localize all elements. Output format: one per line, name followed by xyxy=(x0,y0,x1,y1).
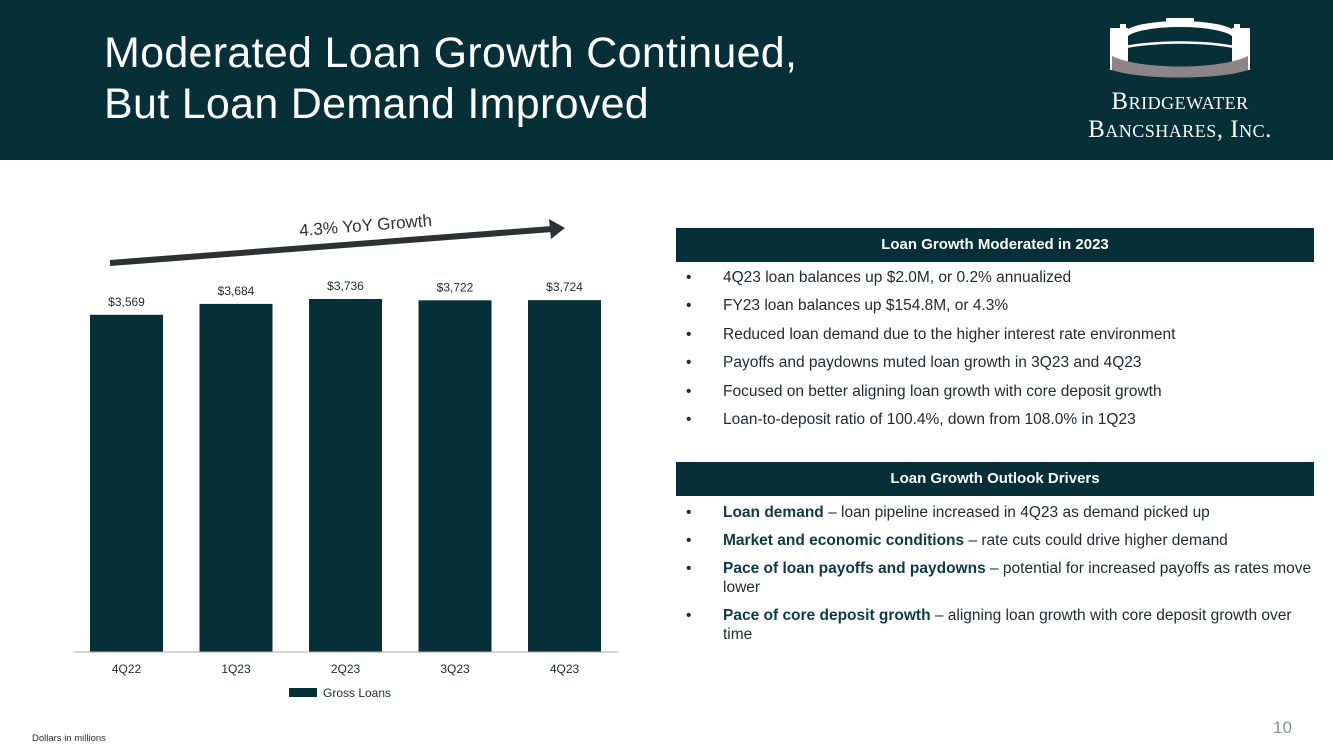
bar-4Q23 xyxy=(528,300,601,652)
bars xyxy=(90,299,601,652)
bridge-arch-icon xyxy=(1110,18,1250,78)
tick-label-3Q23: 3Q23 xyxy=(440,662,470,676)
data-label-4Q23: $3,724 xyxy=(546,280,583,294)
bullet-item: Focused on better aligning loan growth w… xyxy=(676,382,1314,401)
bullet-text: – rate cuts could drive higher demand xyxy=(964,532,1228,549)
bullet-text: Focused on better aligning loan growth w… xyxy=(723,382,1162,400)
footnote: Dollars in millions xyxy=(32,733,106,744)
arrow-head-icon xyxy=(549,219,565,239)
bullet-text: FY23 loan balances up $154.8M, or 4.3% xyxy=(723,297,1009,315)
bullet-item: 4Q23 loan balances up $2.0M, or 0.2% ann… xyxy=(676,268,1314,287)
panel-heading: Loan Growth Outlook Drivers xyxy=(676,462,1314,496)
bullet-item: Loan-to-deposit ratio of 100.4%, down fr… xyxy=(676,410,1314,429)
page-number: 10 xyxy=(1273,718,1292,737)
bar-3Q23 xyxy=(418,300,492,652)
growth-annotation: 4.3% YoY Growth xyxy=(299,211,433,240)
panel-loan-growth-moderated: Loan Growth Moderated in 2023 4Q23 loan … xyxy=(676,228,1314,438)
data-label-4Q22: $3,569 xyxy=(108,295,145,309)
bar-4Q22 xyxy=(90,314,163,652)
gross-loans-bar-chart: 4.3% YoY Growth $3,569 $3,684 $3,736 $3,722… xyxy=(74,211,618,700)
bar-2Q23 xyxy=(309,299,382,652)
tick-label-4Q22: 4Q22 xyxy=(112,662,142,676)
chart-legend: Gross Loans xyxy=(289,686,391,700)
legend-label: Gross Loans xyxy=(323,686,391,700)
slide-title: Moderated Loan Growth Continued, But Loa… xyxy=(104,28,1004,130)
bullet-list: 4Q23 loan balances up $2.0M, or 0.2% ann… xyxy=(676,268,1314,429)
logo-line-2: Bancshares, Inc. xyxy=(1088,116,1272,143)
legend-swatch xyxy=(289,688,317,697)
x-axis-tick-labels: 4Q22 1Q23 2Q23 3Q23 4Q23 xyxy=(112,662,580,676)
logo-line-1: Bridgewater xyxy=(1111,88,1249,115)
panel-loan-growth-outlook: Loan Growth Outlook Drivers Loan demand … xyxy=(676,462,1314,653)
bullet-list: Loan demand – loan pipeline increased in… xyxy=(676,503,1314,644)
title-line-1: Moderated Loan Growth Continued, xyxy=(104,29,798,77)
bullet-item: Loan demand – loan pipeline increased in… xyxy=(676,503,1314,522)
bullet-text: – aligning loan growth with core deposit… xyxy=(723,607,1292,643)
data-label-3Q23: $3,722 xyxy=(437,280,474,294)
bullet-strong: Market and economic conditions xyxy=(723,532,965,549)
bullet-text: 4Q23 loan balances up $2.0M, or 0.2% ann… xyxy=(723,269,1072,286)
bullet-text: Reduced loan demand due to the higher in… xyxy=(723,325,1176,343)
bar-data-labels: $3,569 $3,684 $3,736 $3,722 $3,724 xyxy=(108,279,583,309)
bullet-item: FY23 loan balances up $154.8M, or 4.3% xyxy=(676,296,1314,315)
bullet-strong: Pace of core deposit growth xyxy=(723,607,931,624)
panel-heading: Loan Growth Moderated in 2023 xyxy=(676,228,1314,262)
tick-label-1Q23: 1Q23 xyxy=(221,662,251,676)
logo-wordmark: Bridgewater Bancshares, Inc. xyxy=(1060,88,1300,144)
yoy-growth-arrow: 4.3% YoY Growth xyxy=(109,211,565,266)
company-logo: Bridgewater Bancshares, Inc. xyxy=(1060,14,1300,150)
header-band: Moderated Loan Growth Continued, But Loa… xyxy=(0,0,1333,160)
arrow-shaft xyxy=(109,226,553,266)
bullet-item: Pace of loan payoffs and paydowns – pote… xyxy=(676,559,1314,597)
bullet-item: Payoffs and paydowns muted loan growth i… xyxy=(676,353,1314,372)
bar-1Q23 xyxy=(199,303,273,652)
bullet-strong: Pace of loan payoffs and paydowns xyxy=(723,560,986,577)
bullet-text: Payoffs and paydowns muted loan growth i… xyxy=(723,354,1142,372)
bullet-text: – loan pipeline increased in 4Q23 as dem… xyxy=(823,504,1210,521)
bullet-text: – potential for increased payoffs as rat… xyxy=(723,560,1312,596)
bullet-text: Loan-to-deposit ratio of 100.4%, down fr… xyxy=(723,410,1136,428)
bullet-item: Reduced loan demand due to the higher in… xyxy=(676,325,1314,344)
tick-label-4Q23: 4Q23 xyxy=(550,662,580,676)
bullet-item: Pace of core deposit growth – aligning l… xyxy=(676,606,1314,644)
bullet-strong: Loan demand xyxy=(723,504,824,521)
bullet-item: Market and economic conditions – rate cu… xyxy=(676,531,1314,550)
title-line-2: But Loan Demand Improved xyxy=(104,80,650,128)
data-label-2Q23: $3,736 xyxy=(327,279,364,293)
tick-label-2Q23: 2Q23 xyxy=(331,662,361,676)
data-label-1Q23: $3,684 xyxy=(218,284,255,298)
